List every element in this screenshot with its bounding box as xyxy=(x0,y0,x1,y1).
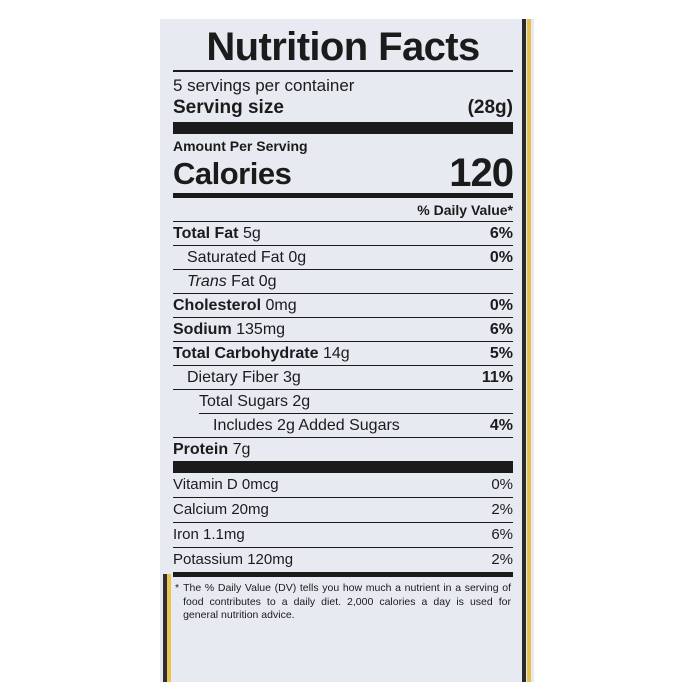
nutrient-amount: 0g xyxy=(288,249,307,266)
divider-row xyxy=(173,437,513,438)
nutrient-label: Total Carbohydrate xyxy=(173,345,319,362)
nutrient-label: Cholesterol xyxy=(173,297,262,314)
amount-per-serving-label: Amount Per Serving xyxy=(173,138,308,154)
nutrient-name-total-carbohydrate: Total Carbohydrate 14g xyxy=(173,344,350,363)
nutrient-dv-cholesterol: 0% xyxy=(489,297,513,314)
nutrient-amount: 5g xyxy=(242,225,261,242)
nutrient-dv-total-carbohydrate: 5% xyxy=(489,345,513,362)
calories-label: Calories xyxy=(173,156,292,191)
divider-under-dv-header xyxy=(173,221,513,222)
nutrient-name-added-sugars: Includes 2g Added Sugars xyxy=(213,417,400,434)
divider-row xyxy=(173,293,513,294)
nutrient-name-cholesterol: Cholesterol 0mg xyxy=(173,296,297,315)
divider-thick-under-protein xyxy=(173,461,513,473)
nutrition-facts-table: Nutrition Facts 5 servings per container… xyxy=(173,25,514,623)
nutrient-label: Total Fat xyxy=(173,225,239,242)
nutrient-label: Dietary Fiber xyxy=(187,369,279,386)
calories-row: Calories 120 xyxy=(173,151,514,195)
table-row-iron: Iron 1.1mg 6% xyxy=(173,523,513,547)
divider-row xyxy=(173,365,513,366)
daily-value-footnote: * The % Daily Value (DV) tells you how m… xyxy=(173,577,513,623)
nutrient-label: Saturated Fat xyxy=(187,249,284,266)
nutrient-amount: 7g xyxy=(232,441,251,458)
nutrition-facts-title: Nutrition Facts xyxy=(206,25,480,69)
table-row-total-sugars: Total Sugars 2g xyxy=(173,390,513,413)
nutrient-dv-total-fat: 6% xyxy=(489,225,513,242)
table-row-total-carbohydrate: Total Carbohydrate 14g 5% xyxy=(173,342,513,365)
nutrient-name-total-fat: Total Fat 5g xyxy=(173,224,261,243)
micronutrient-dv-vitamin-d: 0% xyxy=(491,476,513,493)
divider-row-indented xyxy=(199,413,513,414)
divider-row xyxy=(173,497,513,498)
micronutrient-dv-iron: 6% xyxy=(491,526,513,543)
calories-value: 120 xyxy=(449,151,514,195)
nutrient-amount: 14g xyxy=(322,345,350,362)
nutrient-name-protein: Protein 7g xyxy=(173,440,250,459)
nutrient-label: Sodium xyxy=(173,321,232,338)
micronutrient-name-iron: Iron 1.1mg xyxy=(173,526,245,543)
servings-per-container: 5 servings per container xyxy=(173,76,355,95)
package-right-dark-edge xyxy=(522,19,526,682)
micronutrient-name-calcium: Calcium 20mg xyxy=(173,501,269,518)
nutrient-dv-dietary-fiber: 11% xyxy=(481,369,513,386)
divider-under-title xyxy=(173,70,513,72)
table-row-total-fat: Total Fat 5g 6% xyxy=(173,222,513,245)
nutrient-amount: 135mg xyxy=(236,321,286,338)
footnote-asterisk: * xyxy=(175,582,180,594)
nutrient-amount: 3g xyxy=(283,369,301,386)
table-row-potassium: Potassium 120mg 2% xyxy=(173,548,513,572)
nutrient-amount: 0mg xyxy=(265,297,297,314)
divider-row xyxy=(173,522,513,523)
divider-row xyxy=(173,547,513,548)
nutrient-name-trans-fat: Trans Fat 0g xyxy=(187,272,277,291)
divider-row xyxy=(173,341,513,342)
nutrient-dv-added-sugars: 4% xyxy=(489,417,513,434)
nutrient-name-total-sugars: Total Sugars 2g xyxy=(199,392,310,411)
table-row-dietary-fiber: Dietary Fiber 3g 11% xyxy=(173,366,513,389)
divider-under-calories xyxy=(173,193,513,198)
table-row-added-sugars: Includes 2g Added Sugars 4% xyxy=(173,414,513,437)
serving-size-label: Serving size xyxy=(173,97,284,118)
table-row-protein: Protein 7g xyxy=(173,438,513,461)
nutrient-name-saturated-fat: Saturated Fat 0g xyxy=(187,248,306,267)
divider-row xyxy=(173,269,513,270)
nutrient-name-dietary-fiber: Dietary Fiber 3g xyxy=(187,368,301,387)
table-row-cholesterol: Cholesterol 0mg 0% xyxy=(173,294,513,317)
package-left-dark-edge xyxy=(163,574,167,682)
nutrient-dv-saturated-fat: 0% xyxy=(489,249,513,266)
nutrient-label: Trans xyxy=(187,273,227,290)
nutrient-amount: 2g xyxy=(292,393,311,410)
micronutrient-name-potassium: Potassium 120mg xyxy=(173,551,294,568)
footnote-text: The % Daily Value (DV) tells you how muc… xyxy=(183,582,511,621)
serving-size-value: (28g) xyxy=(467,97,513,118)
micronutrient-dv-potassium: 2% xyxy=(491,551,513,568)
nutrient-label: Protein xyxy=(173,441,229,458)
serving-size-row: Serving size (28g) xyxy=(173,96,513,122)
table-row-sodium: Sodium 135mg 6% xyxy=(173,318,513,341)
divider-above-footnote xyxy=(173,572,513,577)
divider-row xyxy=(173,317,513,318)
divider-thick-under-serving-size xyxy=(173,122,513,134)
nutrient-name-sodium: Sodium 135mg xyxy=(173,320,285,339)
divider-row xyxy=(173,245,513,246)
table-row-trans-fat: Trans Fat 0g xyxy=(173,270,513,293)
nutrition-label-panel: Nutrition Facts 5 servings per container… xyxy=(160,19,534,682)
daily-value-header: % Daily Value* xyxy=(417,202,513,218)
table-row-vitamin-d: Vitamin D 0mcg 0% xyxy=(173,473,513,497)
nutrient-amount: Fat 0g xyxy=(231,273,277,290)
nutrient-dv-sodium: 6% xyxy=(489,321,513,338)
table-row-calcium: Calcium 20mg 2% xyxy=(173,498,513,522)
table-row-saturated-fat: Saturated Fat 0g 0% xyxy=(173,246,513,269)
divider-row xyxy=(173,389,513,390)
package-left-yellow-strip xyxy=(167,574,171,682)
package-right-yellow-strip xyxy=(527,19,531,682)
micronutrient-dv-calcium: 2% xyxy=(491,501,513,518)
nutrient-label: Total Sugars xyxy=(199,393,288,410)
micronutrient-name-vitamin-d: Vitamin D 0mcg xyxy=(173,476,279,493)
